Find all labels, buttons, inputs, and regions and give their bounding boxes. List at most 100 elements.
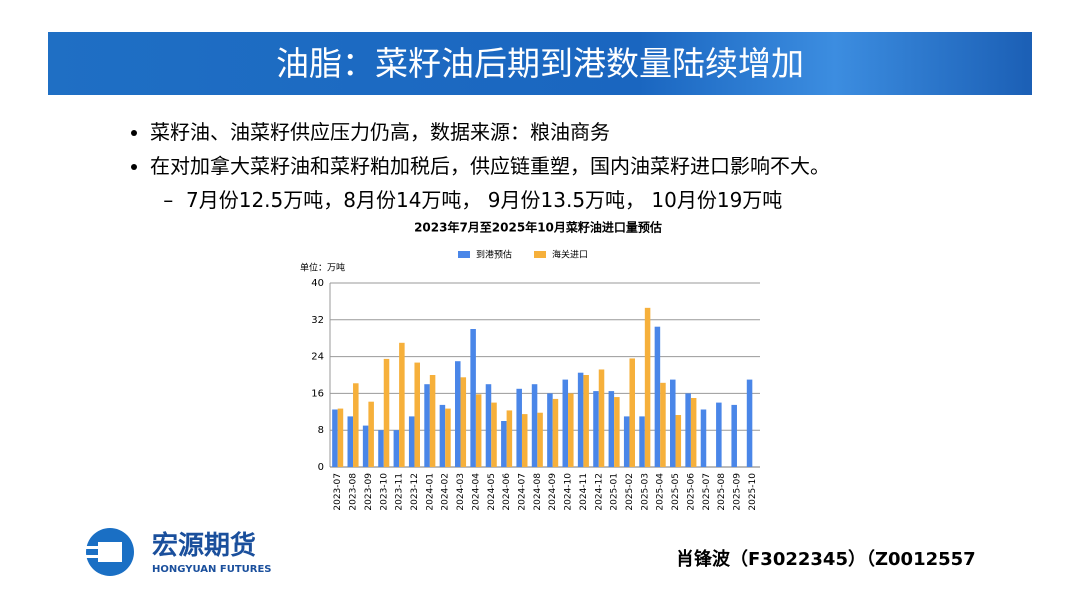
x-tick-label: 2024-07 bbox=[517, 473, 527, 511]
x-tick-label: 2024-12 bbox=[594, 473, 604, 511]
x-tick-label: 2025-06 bbox=[686, 473, 696, 511]
x-tick-label: 2023-11 bbox=[395, 473, 405, 511]
bar bbox=[516, 388, 522, 467]
bar bbox=[690, 398, 697, 467]
bar bbox=[675, 415, 682, 467]
bar bbox=[332, 409, 338, 467]
bar bbox=[547, 393, 553, 467]
bar bbox=[445, 408, 451, 467]
legend-swatch bbox=[534, 251, 546, 258]
legend-swatch bbox=[458, 251, 470, 258]
bar bbox=[614, 397, 620, 467]
bar bbox=[475, 394, 482, 467]
bar bbox=[424, 384, 430, 467]
title-banner: 油脂：菜籽油后期到港数量陆续增加 bbox=[48, 32, 1032, 95]
bar bbox=[629, 358, 635, 467]
bar bbox=[552, 398, 559, 467]
x-tick-label: 2024-02 bbox=[441, 473, 451, 511]
bar bbox=[623, 416, 630, 467]
bar bbox=[414, 362, 420, 467]
y-tick-label: 16 bbox=[311, 388, 324, 399]
y-tick-label: 24 bbox=[311, 352, 324, 363]
bar bbox=[537, 412, 543, 467]
bar bbox=[608, 391, 615, 467]
logo-graphic: 宏源期货 HONGYUAN FUTURES bbox=[76, 528, 272, 576]
bar bbox=[731, 404, 737, 467]
bar bbox=[362, 425, 369, 467]
legend-label: 海关进口 bbox=[552, 249, 588, 261]
bar bbox=[460, 377, 467, 467]
bar bbox=[531, 384, 538, 467]
x-tick-label: 2025-02 bbox=[625, 473, 635, 511]
bar bbox=[393, 430, 400, 467]
bar bbox=[383, 358, 390, 467]
x-tick-label: 2023-07 bbox=[333, 473, 343, 511]
bar bbox=[685, 393, 691, 467]
x-tick-label: 2024-10 bbox=[564, 473, 574, 511]
x-tick-label: 2024-05 bbox=[487, 473, 497, 511]
bar bbox=[746, 379, 753, 467]
bar bbox=[598, 369, 605, 467]
sub-bullet-list: 7月份12.5万吨，8月份14万吨， 9月份13.5万吨， 10月份19万吨 bbox=[186, 184, 782, 213]
y-tick-label: 40 bbox=[311, 278, 324, 289]
bar bbox=[521, 414, 528, 467]
legend-label: 到港预估 bbox=[476, 249, 512, 261]
unit-label: 单位：万吨 bbox=[300, 262, 345, 274]
logo-en: HONGYUAN FUTURES bbox=[152, 564, 272, 575]
bullet: 在对加拿大菜籽油和菜籽粕加税后，供应链重塑，国内油菜籽进口影响不大。 bbox=[150, 150, 830, 184]
bar bbox=[439, 404, 446, 467]
bullet: 菜籽油、油菜籽供应压力仍高，数据来源：粮油商务 bbox=[150, 116, 830, 150]
x-tick-label: 2025-07 bbox=[702, 473, 712, 511]
bar bbox=[347, 416, 354, 467]
logo-cn: 宏源期货 bbox=[152, 530, 256, 561]
x-tick-label: 2023-09 bbox=[364, 473, 374, 511]
author: 肖锋波（F3022345）（Z0012557 bbox=[676, 549, 976, 570]
bar bbox=[562, 379, 569, 467]
bar bbox=[670, 379, 676, 467]
x-tick-label: 2024-08 bbox=[533, 473, 543, 511]
bar bbox=[577, 372, 584, 467]
bar bbox=[583, 375, 589, 467]
x-tick-label: 2024-09 bbox=[548, 473, 558, 511]
bar bbox=[455, 361, 461, 467]
x-tick-label: 2025-03 bbox=[640, 473, 650, 511]
x-tick-label: 2025-05 bbox=[671, 473, 681, 511]
x-tick-label: 2023-12 bbox=[410, 473, 420, 511]
bar bbox=[568, 393, 574, 467]
x-tick-label: 2025-04 bbox=[656, 473, 666, 511]
bar bbox=[485, 384, 492, 467]
x-tick-label: 2025-01 bbox=[610, 473, 620, 511]
bar bbox=[378, 430, 384, 467]
bar bbox=[470, 329, 476, 467]
bullet-list: 菜籽油、油菜籽供应压力仍高，数据来源：粮油商务 在对加拿大菜籽油和菜籽粕加税后，… bbox=[150, 116, 830, 184]
x-tick-label: 2025-10 bbox=[748, 473, 758, 511]
bar bbox=[353, 383, 359, 467]
x-tick-label: 2023-10 bbox=[379, 473, 389, 511]
bar bbox=[429, 375, 436, 467]
logo: 宏源期货 HONGYUAN FUTURES bbox=[76, 528, 306, 582]
bar bbox=[660, 382, 666, 467]
x-tick-label: 2024-03 bbox=[456, 473, 466, 511]
y-tick-label: 32 bbox=[311, 315, 324, 326]
slide-title: 油脂：菜籽油后期到港数量陆续增加 bbox=[276, 44, 804, 83]
x-tick-label: 2025-09 bbox=[732, 473, 742, 511]
bar bbox=[639, 416, 645, 467]
bar bbox=[593, 391, 599, 467]
bar bbox=[506, 410, 513, 467]
bar bbox=[501, 421, 507, 467]
y-tick-label: 8 bbox=[318, 425, 324, 436]
bar bbox=[716, 402, 722, 467]
bar bbox=[491, 402, 497, 467]
bar bbox=[700, 409, 707, 467]
bar bbox=[644, 307, 651, 467]
y-tick-label: 0 bbox=[318, 462, 324, 473]
bar bbox=[408, 416, 415, 467]
x-tick-label: 2024-06 bbox=[502, 473, 512, 511]
bar bbox=[337, 408, 344, 467]
x-tick-label: 2024-04 bbox=[471, 473, 481, 511]
bar bbox=[654, 326, 661, 467]
x-tick-label: 2024-01 bbox=[425, 473, 435, 511]
x-tick-label: 2024-11 bbox=[579, 473, 589, 511]
